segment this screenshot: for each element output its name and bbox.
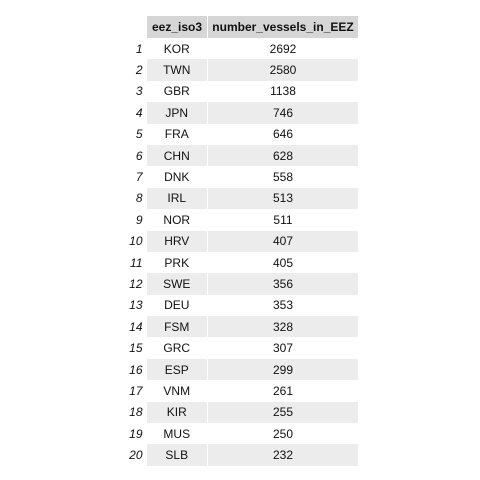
row-index: 6 (120, 144, 147, 167)
row-index: 10 (120, 230, 147, 252)
data-table-container: eez_iso3 number_vessels_in_EEZ 1 KOR 2692 2… (120, 16, 359, 466)
row-index: 18 (120, 401, 147, 424)
column-header-eez-iso3[interactable]: eez_iso3 (146, 16, 208, 38)
cell-eez-iso3: SLB (146, 444, 208, 466)
table-row: 7 DNK 558 (120, 166, 359, 188)
row-index: 9 (120, 209, 147, 231)
cell-eez-iso3: IRL (146, 187, 208, 210)
cell-number-vessels: 513 (207, 187, 359, 210)
cell-eez-iso3: FRA (146, 123, 208, 145)
cell-number-vessels: 746 (207, 102, 359, 124)
row-index: 12 (120, 273, 147, 295)
row-index: 11 (120, 251, 147, 274)
cell-number-vessels: 2580 (207, 59, 359, 81)
column-header-number-vessels[interactable]: number_vessels_in_EEZ (207, 16, 359, 38)
cell-number-vessels: 558 (207, 166, 359, 188)
row-index-header (120, 16, 147, 38)
row-index: 15 (120, 337, 147, 359)
table-row: 19 MUS 250 (120, 423, 359, 445)
table-row: 1 KOR 2692 (120, 38, 359, 60)
row-index: 19 (120, 423, 147, 445)
table-body: 1 KOR 2692 2 TWN 2580 3 GBR 1138 4 JPN 746 5 FRA 646 6 C… (120, 38, 359, 466)
cell-number-vessels: 299 (207, 358, 359, 381)
cell-number-vessels: 1138 (207, 80, 359, 103)
table-row: 10 HRV 407 (120, 230, 359, 252)
row-index: 1 (120, 38, 147, 60)
cell-eez-iso3: GRC (146, 337, 208, 359)
data-table: eez_iso3 number_vessels_in_EEZ 1 KOR 2692 2… (120, 16, 359, 466)
cell-eez-iso3: PRK (146, 251, 208, 274)
cell-number-vessels: 511 (207, 209, 359, 231)
cell-eez-iso3: DNK (146, 166, 208, 188)
table-row: 5 FRA 646 (120, 123, 359, 145)
table-row: 6 CHN 628 (120, 144, 359, 167)
cell-eez-iso3: HRV (146, 230, 208, 252)
row-index: 4 (120, 102, 147, 124)
table-row: 13 DEU 353 (120, 294, 359, 317)
table-row: 3 GBR 1138 (120, 80, 359, 103)
row-index: 3 (120, 80, 147, 103)
table-row: 18 KIR 255 (120, 401, 359, 424)
cell-number-vessels: 407 (207, 230, 359, 252)
table-row: 8 IRL 513 (120, 187, 359, 210)
cell-number-vessels: 646 (207, 123, 359, 145)
row-index: 2 (120, 59, 147, 81)
table-row: 12 SWE 356 (120, 273, 359, 295)
cell-eez-iso3: SWE (146, 273, 208, 295)
table-row: 11 PRK 405 (120, 251, 359, 274)
table-row: 17 VNM 261 (120, 380, 359, 402)
row-index: 14 (120, 316, 147, 338)
table-row: 4 JPN 746 (120, 102, 359, 124)
row-index: 20 (120, 444, 147, 466)
cell-eez-iso3: CHN (146, 144, 208, 167)
table-row: 16 ESP 299 (120, 358, 359, 381)
row-index: 8 (120, 187, 147, 210)
cell-eez-iso3: GBR (146, 80, 208, 103)
cell-eez-iso3: ESP (146, 358, 208, 381)
cell-number-vessels: 2692 (207, 38, 359, 60)
cell-number-vessels: 353 (207, 294, 359, 317)
table-row: 20 SLB 232 (120, 444, 359, 466)
table-row: 2 TWN 2580 (120, 59, 359, 81)
cell-eez-iso3: NOR (146, 209, 208, 231)
cell-number-vessels: 356 (207, 273, 359, 295)
cell-eez-iso3: DEU (146, 294, 208, 317)
cell-number-vessels: 261 (207, 380, 359, 402)
cell-number-vessels: 232 (207, 444, 359, 466)
cell-eez-iso3: VNM (146, 380, 208, 402)
row-index: 13 (120, 294, 147, 317)
cell-eez-iso3: TWN (146, 59, 208, 81)
row-index: 17 (120, 380, 147, 402)
table-row: 14 FSM 328 (120, 316, 359, 338)
cell-number-vessels: 405 (207, 251, 359, 274)
row-index: 5 (120, 123, 147, 145)
row-index: 16 (120, 358, 147, 381)
cell-eez-iso3: KIR (146, 401, 208, 424)
cell-number-vessels: 628 (207, 144, 359, 167)
row-index: 7 (120, 166, 147, 188)
cell-eez-iso3: JPN (146, 102, 208, 124)
cell-eez-iso3: FSM (146, 316, 208, 338)
cell-eez-iso3: MUS (146, 423, 208, 445)
cell-number-vessels: 307 (207, 337, 359, 359)
cell-number-vessels: 328 (207, 316, 359, 338)
table-row: 9 NOR 511 (120, 209, 359, 231)
cell-number-vessels: 250 (207, 423, 359, 445)
cell-eez-iso3: KOR (146, 38, 208, 60)
cell-number-vessels: 255 (207, 401, 359, 424)
table-row: 15 GRC 307 (120, 337, 359, 359)
table-header-row: eez_iso3 number_vessels_in_EEZ (120, 16, 359, 38)
